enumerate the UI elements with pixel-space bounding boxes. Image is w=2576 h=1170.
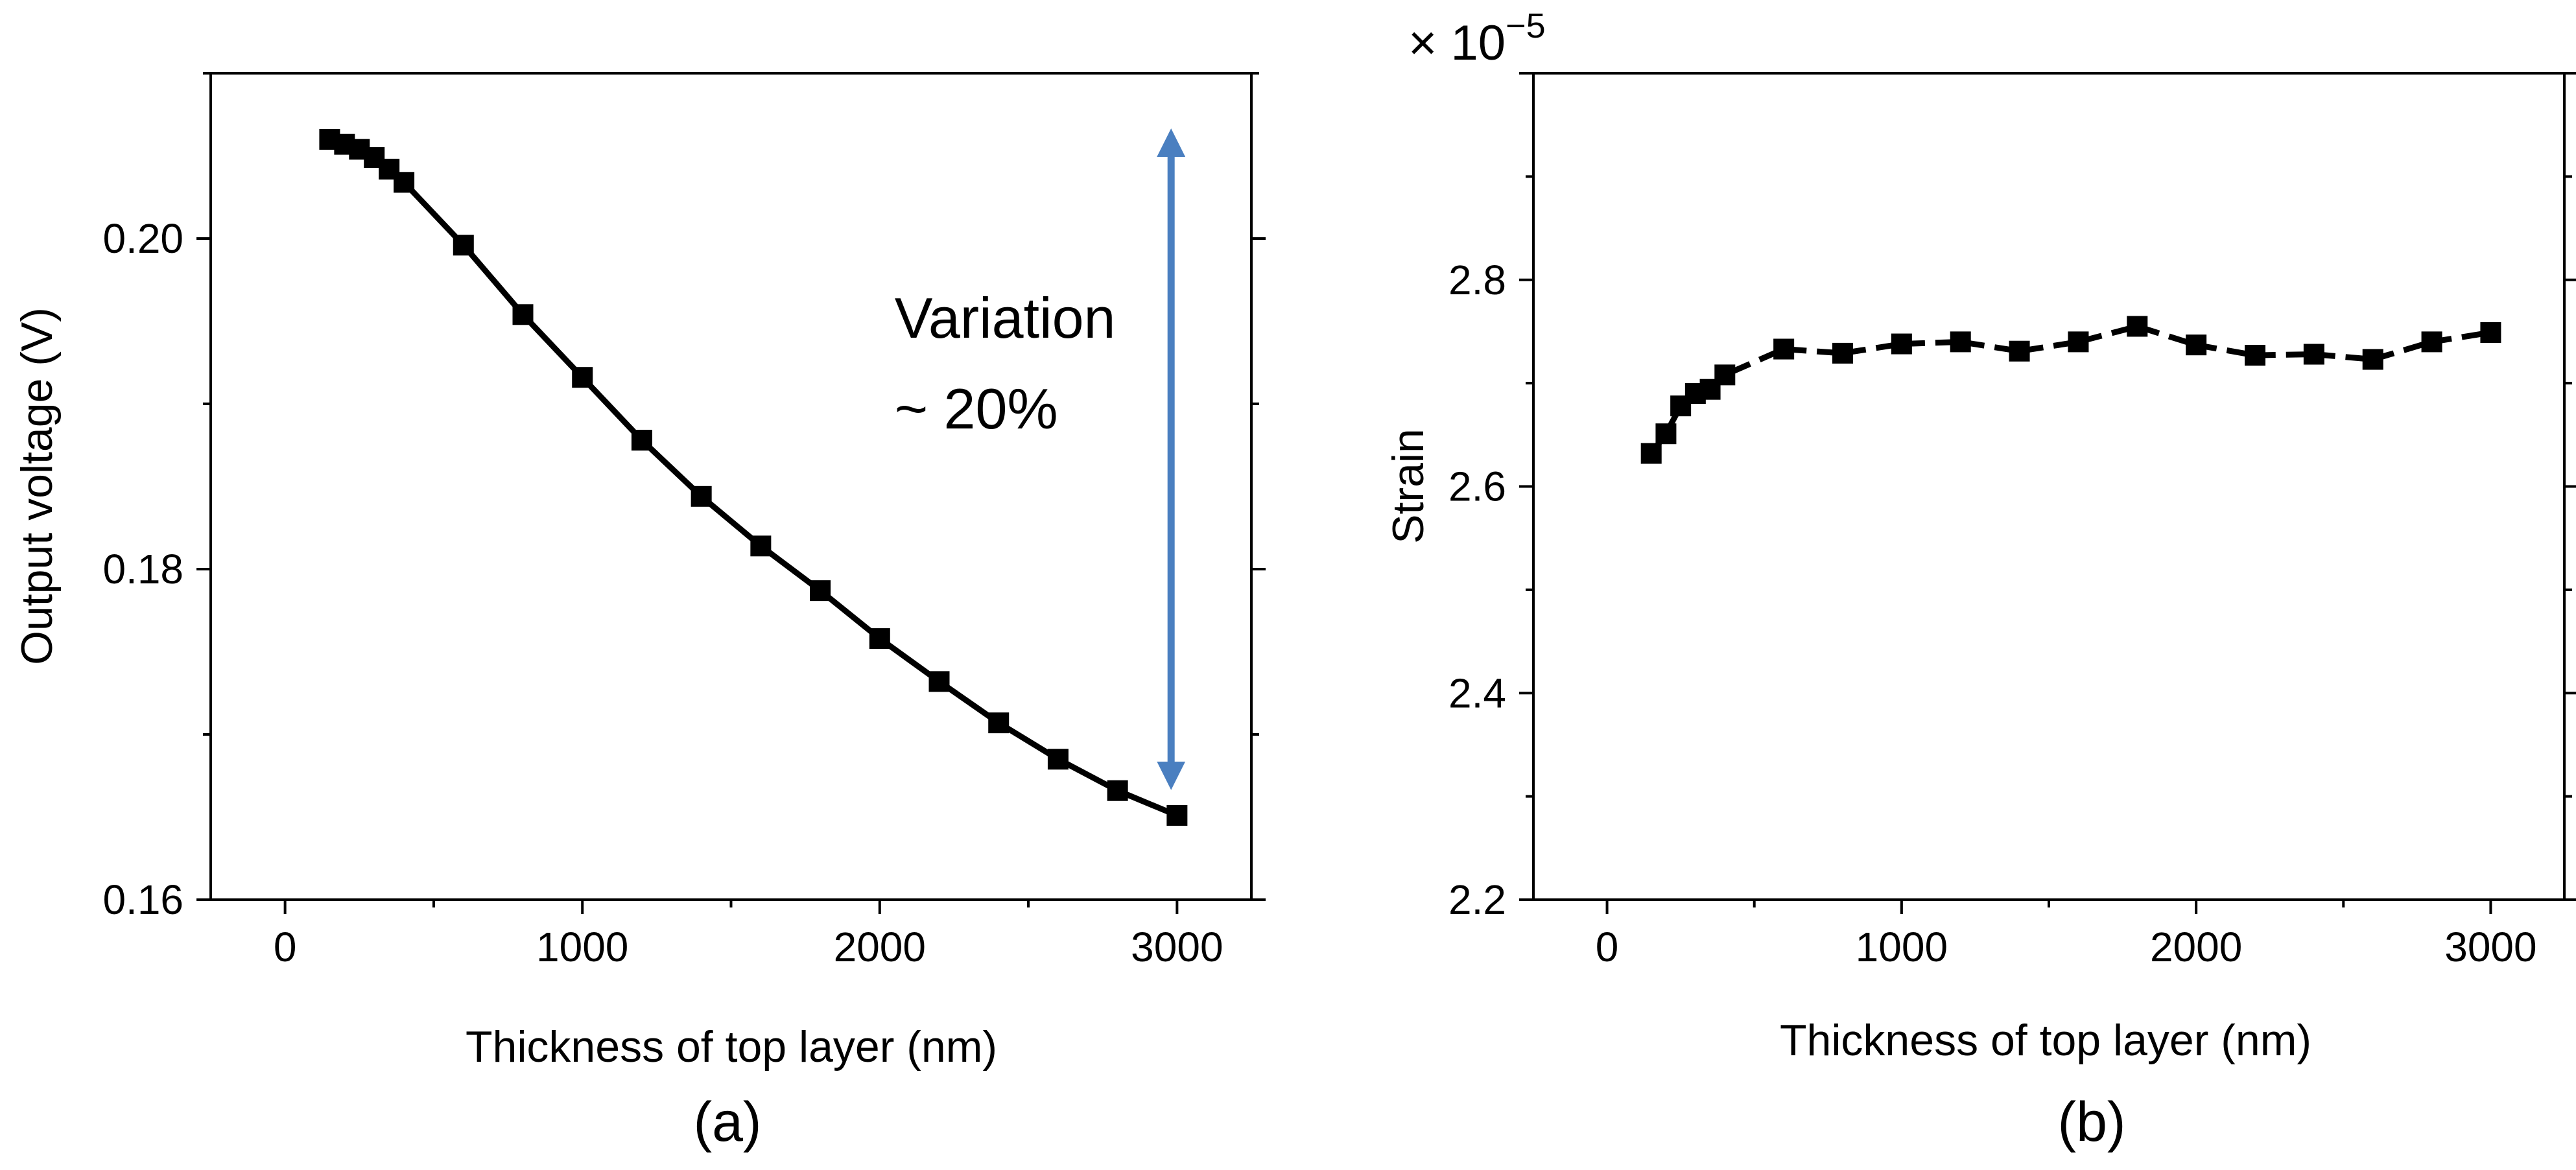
panel-b-data-point (2245, 345, 2265, 366)
panel-a-label: (a) (693, 1091, 761, 1153)
panel-a-y-tick-label: 0.18 (102, 546, 183, 592)
panel-a-series (319, 129, 1188, 826)
panel-b-data-point (2068, 331, 2089, 353)
panel-a-data-point (928, 671, 950, 692)
panel-a-data-point (1166, 804, 1188, 826)
panel-a-data-point (512, 304, 534, 325)
panel-a-data-point (869, 628, 890, 649)
panel-a-y-tick-label: 0.16 (102, 876, 183, 923)
panel-b-data-point (2480, 322, 2501, 344)
panel-a-y-ticks: 0.16 0.18 0.20 (102, 72, 1266, 923)
panel-a-x-tick-label: 0 (274, 924, 297, 970)
panel-b-plot-frame (1532, 72, 2566, 901)
panel-a-data-point (453, 235, 474, 256)
panel-b-data-point (1640, 443, 1662, 464)
multiplier-base: × 10 (1408, 16, 1506, 71)
panel-b-chart: 0 1000 2000 3000 2.2 2.4 2.6 2.8 × 10−5 Thickn… (1384, 6, 2576, 1153)
panel-a-x-ticks: 0 1000 2000 3000 (274, 900, 1223, 970)
panel-a-data-point (1107, 780, 1128, 801)
panel-b-y-tick-label: 2.4 (1448, 670, 1506, 716)
panel-b-data-point (1832, 342, 1853, 364)
panel-b-data-point (2009, 340, 2030, 362)
panel-b-y-axis-title: Strain (1384, 428, 1433, 544)
panel-a-chart: 0 1000 2000 3000 0.16 0.18 0.20 Variation ~ 2… (12, 72, 1266, 1153)
multiplier-exponent: −5 (1506, 6, 1546, 45)
panel-a-x-tick-label: 3000 (1131, 924, 1223, 970)
panel-a-annotations: Variation ~ 20% (895, 128, 1186, 790)
panel-b-data-point (2421, 331, 2442, 353)
panel-b-x-tick-label: 1000 (1856, 924, 1948, 970)
panel-b-data-point (2303, 344, 2324, 365)
panel-a-data-point (988, 712, 1010, 734)
panel-b-x-tick-label: 2000 (2150, 924, 2242, 970)
panel-b-y-tick-label: 2.6 (1448, 463, 1506, 510)
panel-b-y-tick-label: 2.2 (1448, 876, 1506, 923)
panel-b-data-point (2362, 349, 2383, 370)
panel-b-data-point (1891, 333, 1912, 355)
panel-b-data-point (2127, 316, 2148, 337)
panel-a-y-axis-title: Output voltage (V) (12, 307, 62, 665)
variation-label-line-1: Variation (895, 286, 1116, 350)
panel-b-x-ticks: 0 1000 2000 3000 (1596, 900, 2537, 970)
panel-b-data-point (1655, 423, 1677, 445)
panel-b-x-tick-label: 0 (1596, 924, 1619, 970)
panel-a-x-tick-label: 2000 (834, 924, 926, 970)
panel-a-x-tick-label: 1000 (536, 924, 628, 970)
panel-a-y-tick-label: 0.20 (102, 215, 183, 262)
panel-a-x-axis-title: Thickness of top layer (nm) (466, 1022, 997, 1071)
panel-b-data-point (1950, 331, 1971, 353)
panel-a-data-point (750, 535, 772, 557)
panel-b-offset-multiplier: × 10−5 (1408, 6, 1546, 71)
panel-a-data-point (810, 580, 831, 602)
variation-label-line-2: ~ 20% (895, 377, 1058, 441)
panel-a-data-point (572, 367, 593, 388)
panel-a-data-point (631, 430, 652, 451)
panel-b-y-tick-label: 2.8 (1448, 257, 1506, 303)
panel-a-data-point (394, 172, 415, 193)
panel-b-x-axis-title: Thickness of top layer (nm) (1780, 1016, 2311, 1065)
panel-a-data-point (691, 486, 712, 507)
panel-b-data-point (1773, 338, 1795, 360)
panel-b-series (1640, 316, 2501, 464)
panel-b-label: (b) (2057, 1091, 2125, 1153)
panel-b-data-point (2186, 334, 2207, 356)
panel-b-data-point (1714, 364, 1736, 386)
panel-b-x-tick-label: 3000 (2444, 924, 2536, 970)
panel-a-data-point (1047, 749, 1069, 770)
panel-b-y-ticks: 2.2 2.4 2.6 2.8 (1448, 72, 2576, 923)
